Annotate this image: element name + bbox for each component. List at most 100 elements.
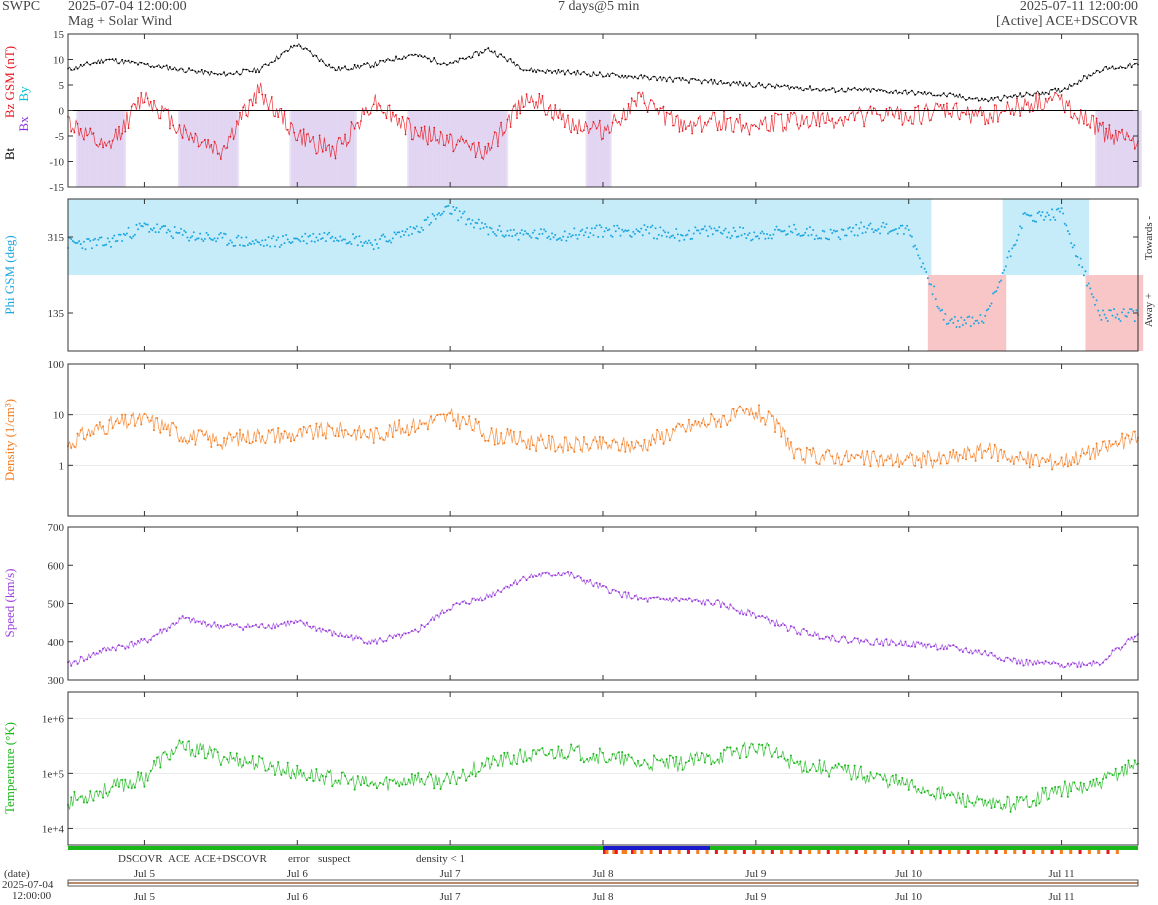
point-temp (926, 789, 929, 792)
point-bz (293, 131, 296, 134)
point-bt (633, 75, 636, 78)
point-density (643, 438, 646, 441)
quality-flag (994, 850, 998, 854)
point-density (379, 437, 382, 440)
point-speed (156, 633, 159, 636)
point-phi (253, 242, 256, 245)
point-phi (1109, 309, 1112, 312)
point-phi (1081, 266, 1084, 269)
point-phi (385, 240, 388, 243)
point-bz (449, 133, 452, 136)
point-temp (111, 785, 114, 788)
point-phi (613, 224, 616, 227)
point-phi (453, 209, 456, 212)
point-density (522, 439, 525, 442)
point-speed (643, 597, 646, 600)
point-phi (280, 243, 283, 246)
point-temp (678, 762, 681, 765)
point-phi (119, 233, 122, 236)
point-bz (516, 117, 518, 120)
point-speed (675, 597, 678, 600)
point-phi (465, 223, 468, 226)
point-speed (984, 649, 987, 652)
point-bt (879, 89, 881, 92)
point-phi (668, 236, 671, 239)
point-speed (1095, 661, 1098, 664)
point-density (971, 455, 974, 458)
point-temp (1121, 766, 1124, 769)
point-bz (694, 124, 697, 127)
point-bt (656, 79, 659, 82)
point-phi (783, 229, 786, 232)
point-speed (624, 591, 627, 594)
point-phi (309, 234, 312, 237)
point-bz (385, 117, 388, 120)
point-temp (1111, 773, 1114, 776)
point-speed (716, 599, 719, 602)
point-temp (232, 757, 235, 760)
point-bt (777, 84, 780, 87)
point-phi (920, 265, 923, 268)
point-phi (140, 224, 143, 227)
point-density (76, 432, 79, 435)
point-speed (1006, 656, 1009, 659)
point-density (888, 457, 891, 460)
point-phi (1100, 318, 1103, 321)
point-phi (1089, 287, 1092, 290)
point-speed (974, 649, 977, 652)
point-density (1006, 458, 1009, 461)
point-bt (194, 70, 197, 73)
point-density (933, 459, 936, 462)
point-bt (1016, 95, 1018, 98)
point-bz (1082, 122, 1085, 125)
point-density (324, 437, 327, 440)
point-speed (140, 637, 143, 640)
point-bz (528, 101, 531, 104)
point-speed (1076, 666, 1079, 669)
point-phi (439, 214, 442, 217)
point-speed (127, 646, 130, 649)
point-phi (861, 232, 864, 235)
point-speed (407, 631, 410, 634)
point-bz (1133, 147, 1136, 150)
point-phi (246, 243, 249, 246)
point-bt (118, 62, 120, 65)
point-density (958, 453, 961, 456)
point-speed (82, 659, 85, 662)
point-bt (624, 74, 627, 77)
point-density (602, 436, 604, 439)
point-phi (1041, 211, 1044, 214)
point-bt (248, 70, 251, 73)
point-speed (700, 602, 703, 605)
point-density (1012, 463, 1015, 466)
point-phi (692, 232, 695, 235)
point-bz (522, 106, 525, 108)
point-bz (541, 94, 544, 97)
point-bt (1041, 91, 1044, 94)
point-bz (907, 119, 910, 122)
point-density (519, 430, 522, 433)
point-bz (232, 138, 235, 140)
point-speed (875, 638, 878, 641)
point-density (652, 438, 655, 441)
point-bz (898, 117, 901, 120)
point-phi (1076, 255, 1079, 258)
point-bz (305, 133, 308, 136)
point-speed (452, 603, 455, 606)
point-temp (621, 751, 624, 754)
point-bz (544, 113, 547, 116)
point-phi (520, 229, 523, 232)
point-bt (990, 96, 993, 99)
point-bt (933, 94, 936, 97)
point-bz (748, 133, 751, 136)
point-phi (758, 237, 761, 240)
point-bt (653, 75, 655, 78)
point-speed (1041, 661, 1044, 664)
point-bt (226, 73, 229, 76)
point-phi (215, 240, 218, 243)
point-temp (194, 755, 197, 758)
point-phi (877, 228, 880, 231)
point-phi (555, 239, 558, 242)
point-phi (955, 326, 958, 329)
point-phi (602, 235, 604, 238)
